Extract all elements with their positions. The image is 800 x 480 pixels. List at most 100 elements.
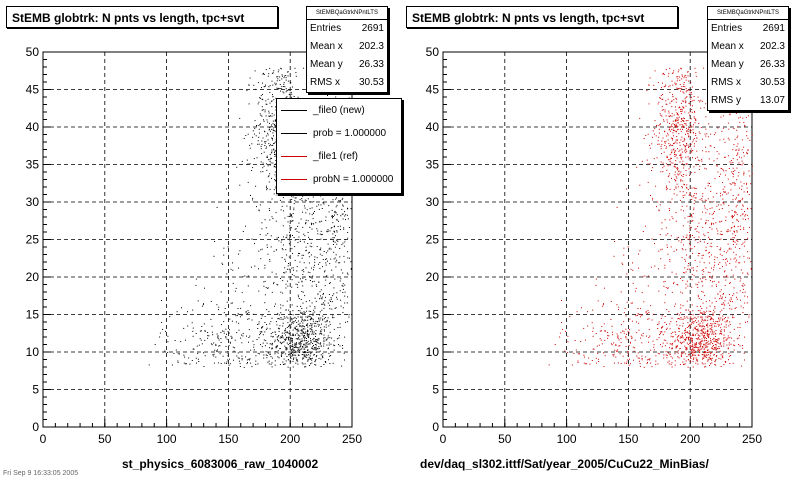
data-point xyxy=(231,302,233,304)
data-point xyxy=(714,307,716,309)
data-point xyxy=(682,120,684,121)
data-point xyxy=(252,313,254,315)
data-point xyxy=(311,302,313,304)
data-point xyxy=(730,189,732,191)
data-point xyxy=(236,332,238,334)
data-point xyxy=(310,352,312,354)
data-point xyxy=(664,219,666,221)
data-point xyxy=(686,143,688,145)
data-point xyxy=(718,281,720,283)
data-point xyxy=(744,215,746,217)
data-point xyxy=(311,325,313,327)
data-point xyxy=(314,361,316,363)
data-point xyxy=(664,331,666,333)
data-point xyxy=(662,109,664,111)
data-point xyxy=(661,248,663,250)
data-point xyxy=(288,268,290,270)
data-point xyxy=(746,214,748,216)
data-point xyxy=(734,241,736,243)
data-point xyxy=(691,93,693,95)
data-point xyxy=(297,328,299,330)
data-point xyxy=(711,214,713,216)
data-point xyxy=(296,342,297,344)
data-point xyxy=(737,126,739,128)
data-point xyxy=(684,363,686,365)
data-point xyxy=(298,334,300,336)
data-point xyxy=(672,120,674,122)
data-point xyxy=(727,276,729,278)
data-point xyxy=(218,306,220,308)
data-point xyxy=(725,296,726,298)
data-point xyxy=(691,151,693,153)
data-point xyxy=(242,333,244,334)
data-point xyxy=(672,123,674,125)
data-point xyxy=(701,100,703,102)
data-point xyxy=(328,205,330,207)
data-point xyxy=(705,267,707,269)
data-point xyxy=(339,256,341,258)
data-point xyxy=(673,135,674,137)
data-point xyxy=(308,351,310,353)
data-point xyxy=(698,350,700,351)
data-point xyxy=(693,275,695,277)
data-point xyxy=(180,341,182,343)
data-point xyxy=(330,258,332,260)
data-point xyxy=(692,333,694,335)
data-point xyxy=(725,279,727,281)
data-point xyxy=(685,156,687,158)
data-point xyxy=(697,242,699,244)
right-panel: 0 50 100 150 200 250 0 5 10 15 20 25 30 35 40 45 50 StEM… xyxy=(400,0,800,480)
data-point xyxy=(325,252,327,254)
data-point xyxy=(296,343,298,345)
data-point xyxy=(734,235,736,237)
data-point xyxy=(686,89,688,91)
data-point xyxy=(242,276,244,278)
data-point xyxy=(739,256,741,258)
data-point xyxy=(697,286,699,288)
data-point xyxy=(342,292,344,293)
data-point xyxy=(217,337,219,339)
data-point xyxy=(266,103,268,105)
data-point xyxy=(701,346,703,348)
data-point xyxy=(285,75,287,76)
data-point xyxy=(738,220,739,222)
data-point xyxy=(251,238,253,240)
data-point xyxy=(671,128,673,130)
data-point xyxy=(727,137,729,139)
data-point xyxy=(692,321,694,323)
data-point xyxy=(313,269,314,271)
data-point xyxy=(700,107,702,109)
data-point xyxy=(726,193,728,195)
data-point xyxy=(685,88,687,90)
data-point xyxy=(638,322,640,324)
data-point xyxy=(270,144,271,146)
data-point xyxy=(701,348,703,350)
data-point xyxy=(296,359,297,361)
data-point xyxy=(266,357,268,359)
data-point xyxy=(715,359,717,361)
data-point xyxy=(272,123,274,125)
stats-row: Mean y 26.33 xyxy=(711,59,785,70)
data-point xyxy=(306,335,308,337)
data-point xyxy=(315,300,317,302)
data-point xyxy=(310,328,312,330)
data-point xyxy=(671,177,672,179)
stats-row: RMS x 30.53 xyxy=(711,77,785,88)
data-point xyxy=(677,129,679,131)
data-point xyxy=(693,335,694,337)
data-point xyxy=(336,218,338,220)
data-point xyxy=(667,165,669,167)
data-point xyxy=(691,279,693,281)
data-point xyxy=(670,152,672,154)
data-point xyxy=(223,312,225,314)
data-point xyxy=(269,259,271,260)
data-point xyxy=(668,115,670,117)
data-point xyxy=(313,333,315,335)
data-point xyxy=(321,220,323,222)
data-point xyxy=(740,215,742,217)
data-point xyxy=(263,119,264,121)
data-point xyxy=(344,284,346,286)
data-point xyxy=(708,334,710,336)
data-point xyxy=(320,342,322,344)
legend-line xyxy=(281,156,307,157)
